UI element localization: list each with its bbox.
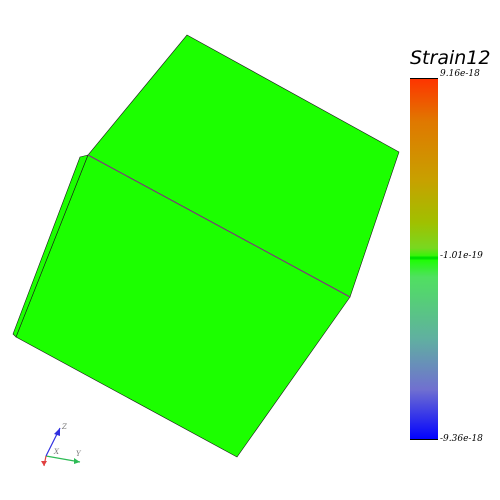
cube-edge <box>87 154 351 298</box>
orientation-axes[interactable]: X Y Z <box>32 418 92 474</box>
cube-left-face[interactable] <box>12 154 89 338</box>
color-bar <box>410 78 438 440</box>
legend-title: Strain12 <box>410 47 491 69</box>
y-axis-label: Y <box>76 450 82 458</box>
legend-max-label: 9.16e-18 <box>440 69 480 79</box>
legend-mid-label: -1.01e-19 <box>440 251 483 261</box>
x-axis-label: X <box>53 448 60 456</box>
x-axis-arrow <box>41 461 47 466</box>
z-axis-arrow <box>54 428 60 436</box>
y-axis-arrow <box>74 458 80 464</box>
z-axis-label: Z <box>61 423 67 431</box>
legend-min-label: -9.36e-18 <box>440 434 483 444</box>
